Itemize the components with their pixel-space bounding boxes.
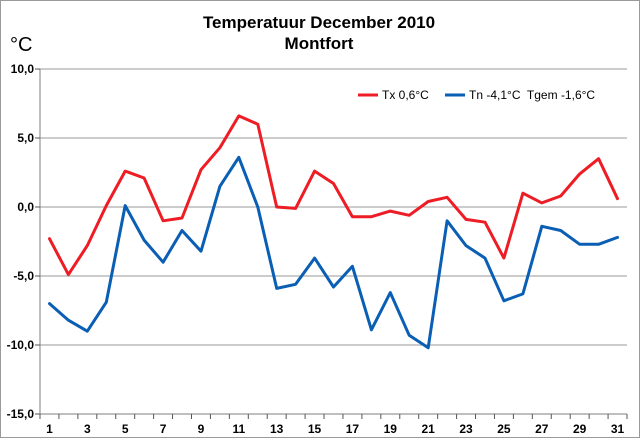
- legend: Tx 0,6°C Tn -4,1°C Tgem -1,6°C: [358, 88, 595, 102]
- chart-title: Temperatuur December 2010: [203, 13, 435, 32]
- series-line-tx: [48, 114, 619, 277]
- x-tick-label: 17: [346, 422, 360, 436]
- y-tick-label: -10,0: [7, 338, 35, 352]
- x-tick-label: 3: [84, 422, 91, 436]
- x-tick-label: 21: [421, 422, 435, 436]
- x-tick-label: 7: [160, 422, 167, 436]
- x-tick-label: 11: [232, 422, 245, 436]
- y-tick-label: 5,0: [17, 131, 34, 145]
- y-tick-label: -5,0: [13, 269, 34, 283]
- x-tick-label: 13: [270, 422, 284, 436]
- x-tick-label: 27: [535, 422, 549, 436]
- legend-label-tn: Tn -4,1°C Tgem -1,6°C: [469, 88, 595, 102]
- x-tick-label: 29: [573, 422, 587, 436]
- y-axis-ticks: 10,0 5,0 0,0 -5,0 -10,0 -15,0: [7, 62, 40, 421]
- y-tick-label: 10,0: [11, 62, 35, 76]
- x-axis-ticks: 1 3 5 7 9 11 13 15 17 19 21 23 25 27 29 31: [39, 414, 628, 436]
- legend-label-tx: Tx 0,6°C: [382, 88, 429, 102]
- x-tick-label: 9: [198, 422, 205, 436]
- x-tick-label: 31: [611, 422, 625, 436]
- x-tick-label: 15: [308, 422, 322, 436]
- x-tick-label: 25: [497, 422, 511, 436]
- series-line-tn: [48, 155, 619, 350]
- y-tick-label: -15,0: [7, 407, 35, 421]
- y-tick-label: 0,0: [17, 200, 34, 214]
- series-lines: [48, 114, 619, 350]
- axes: [39, 69, 627, 415]
- x-tick-label: 23: [459, 422, 473, 436]
- x-tick-label: 5: [122, 422, 129, 436]
- chart-subtitle: Montfort: [285, 34, 354, 53]
- x-tick-label: 1: [46, 422, 53, 436]
- y-axis-unit-label: °C: [10, 34, 32, 56]
- x-tick-label: 19: [384, 422, 398, 436]
